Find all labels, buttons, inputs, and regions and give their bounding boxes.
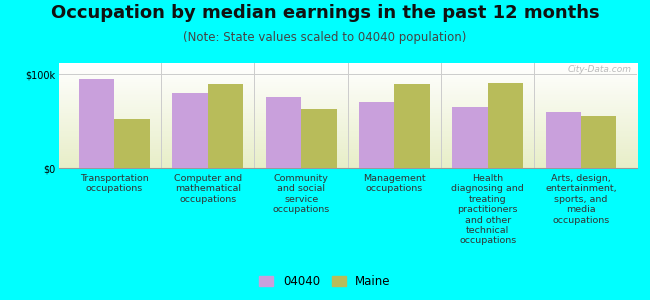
- Bar: [79, 79, 114, 168]
- Bar: [452, 107, 488, 168]
- Text: Arts, design,
entertainment,
sports, and
media
occupations: Arts, design, entertainment, sports, and…: [545, 174, 617, 225]
- Text: Community
and social
service
occupations: Community and social service occupations: [272, 174, 330, 214]
- Bar: [114, 119, 150, 168]
- Bar: [359, 102, 395, 168]
- Text: Health
diagnosing and
treating
practitioners
and other
technical
occupations: Health diagnosing and treating practitio…: [451, 174, 524, 245]
- Bar: [172, 93, 208, 168]
- Text: Computer and
mathematical
occupations: Computer and mathematical occupations: [174, 174, 242, 204]
- Bar: [266, 97, 301, 168]
- Bar: [395, 84, 430, 168]
- Bar: [581, 116, 616, 168]
- Bar: [488, 83, 523, 168]
- Text: Occupation by median earnings in the past 12 months: Occupation by median earnings in the pas…: [51, 4, 599, 22]
- Bar: [208, 84, 243, 168]
- Text: City-Data.com: City-Data.com: [567, 65, 631, 74]
- Bar: [301, 109, 337, 168]
- Text: Management
occupations: Management occupations: [363, 174, 426, 194]
- Text: Transportation
occupations: Transportation occupations: [80, 174, 149, 194]
- Bar: [545, 112, 581, 168]
- Text: (Note: State values scaled to 04040 population): (Note: State values scaled to 04040 popu…: [183, 32, 467, 44]
- Legend: 04040, Maine: 04040, Maine: [254, 270, 396, 292]
